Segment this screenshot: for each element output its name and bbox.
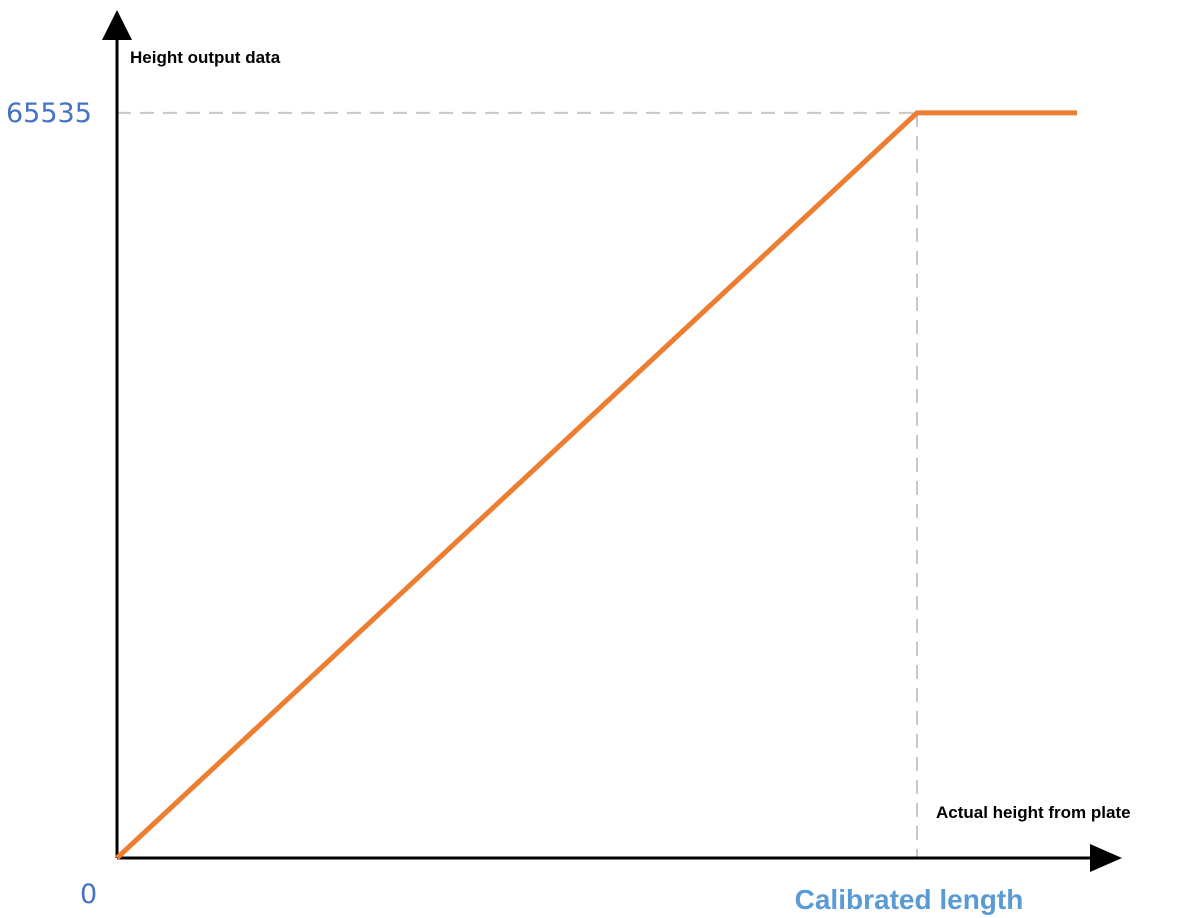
y-axis-arrow-icon <box>102 10 132 40</box>
y-axis-title: Height output data <box>130 48 281 67</box>
x-tick-label-calibrated-length: Calibrated length <box>795 884 1024 915</box>
y-tick-label-max: 65535 <box>6 98 92 129</box>
x-tick-label-origin: 0 <box>80 879 97 910</box>
x-axis-arrow-icon <box>1090 844 1122 872</box>
x-axis-title: Actual height from plate <box>936 803 1131 822</box>
series-line <box>115 110 1077 860</box>
